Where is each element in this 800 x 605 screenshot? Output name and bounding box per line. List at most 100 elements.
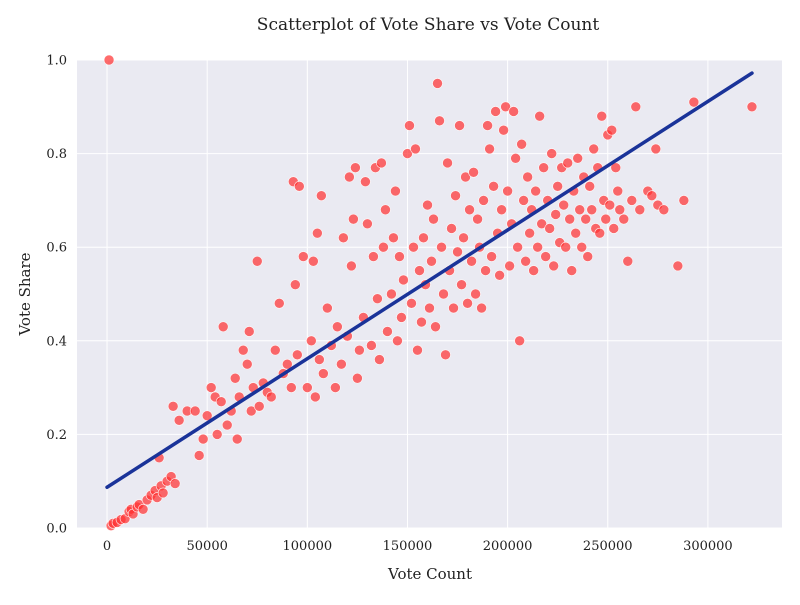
data-point (572, 152, 584, 164)
data-point (614, 204, 626, 216)
data-point (486, 251, 497, 262)
data-point (322, 302, 333, 314)
data-point (442, 157, 453, 169)
data-point (245, 405, 257, 417)
data-point (157, 487, 169, 499)
data-point (253, 401, 265, 412)
data-point (594, 227, 606, 239)
data-point (518, 195, 529, 206)
data-point (418, 232, 429, 244)
data-point (332, 321, 343, 333)
data-point (362, 218, 373, 230)
data-point (243, 326, 255, 337)
data-point (462, 298, 473, 309)
data-point (346, 260, 357, 272)
data-point (566, 265, 578, 276)
data-point (494, 269, 505, 281)
data-point (508, 106, 519, 117)
data-point (528, 265, 539, 276)
data-point (558, 199, 569, 211)
data-point (490, 106, 501, 117)
data-point (464, 204, 475, 216)
data-point (498, 124, 509, 136)
data-point (586, 204, 598, 216)
data-point (612, 185, 624, 197)
data-point (544, 223, 555, 234)
data-point (201, 410, 213, 421)
data-point (378, 241, 389, 253)
data-point (588, 143, 600, 155)
x-tick-label: 0 (103, 539, 111, 554)
data-point (103, 54, 115, 66)
data-point (273, 298, 285, 309)
data-point (432, 78, 443, 89)
data-point (584, 181, 596, 192)
data-point (354, 344, 365, 356)
data-point (281, 358, 293, 370)
data-point (318, 368, 329, 379)
x-tick-label: 50000 (187, 539, 228, 554)
data-point (237, 344, 249, 356)
data-point (173, 415, 185, 426)
data-point (538, 162, 549, 173)
data-point (372, 293, 383, 304)
data-point (316, 190, 327, 202)
data-point (438, 288, 449, 300)
data-point (394, 251, 405, 262)
data-point (286, 382, 297, 393)
data-point (414, 265, 425, 276)
data-point (562, 157, 573, 169)
data-point (426, 255, 437, 267)
data-point (312, 227, 323, 239)
data-point (524, 227, 535, 239)
data-point (646, 190, 658, 202)
x-tick-label: 250000 (583, 539, 633, 554)
data-point (454, 120, 465, 131)
data-point (410, 143, 421, 155)
data-point (550, 209, 561, 220)
data-point (308, 255, 319, 267)
data-point (622, 255, 634, 267)
data-point (630, 101, 642, 113)
data-point (516, 138, 527, 150)
data-point (580, 213, 592, 225)
data-point (458, 232, 469, 244)
data-point (510, 152, 521, 164)
data-point (688, 96, 700, 108)
plot-area (77, 60, 782, 528)
data-point (368, 251, 379, 262)
data-point (678, 195, 690, 206)
data-point (540, 251, 551, 262)
data-point (436, 241, 447, 253)
data-point (470, 288, 481, 300)
data-point (306, 335, 317, 347)
y-tick-label: 0.6 (46, 241, 67, 256)
y-tick-labels: 0.0 0.2 0.4 0.6 0.8 1.0 (46, 54, 67, 537)
data-point (434, 115, 445, 127)
data-point (366, 340, 377, 351)
data-point (344, 171, 355, 183)
data-point (388, 232, 399, 244)
data-point (314, 354, 325, 365)
data-point (294, 181, 305, 192)
x-tick-label: 200000 (483, 539, 533, 554)
data-point (336, 358, 347, 370)
data-point (396, 312, 407, 323)
data-point (290, 279, 301, 290)
data-point (596, 110, 608, 122)
data-point (241, 358, 253, 370)
data-point (197, 433, 209, 445)
data-point (548, 260, 559, 272)
data-point (310, 391, 321, 403)
data-point (482, 120, 493, 131)
data-point (408, 241, 419, 253)
data-point (746, 101, 758, 113)
data-point (298, 251, 309, 262)
data-point (512, 241, 523, 253)
data-point (338, 232, 349, 244)
data-point (205, 382, 217, 393)
data-point (606, 124, 618, 136)
data-point (211, 429, 223, 440)
